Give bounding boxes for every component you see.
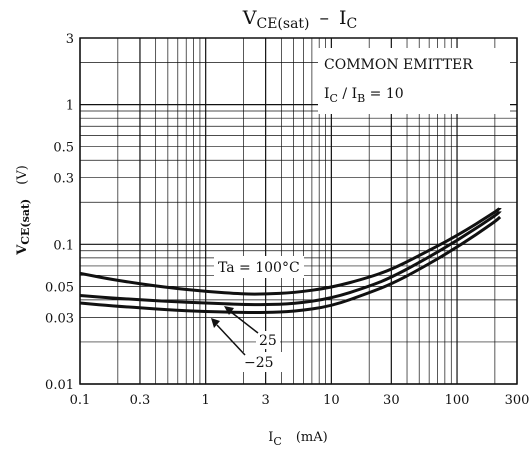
chart-title: VCE(sat) – IC [242, 7, 357, 32]
ta100-label-bg [214, 256, 304, 278]
y-tick-label: 0.5 [53, 141, 74, 156]
legend-box [318, 48, 510, 114]
x-tick-label: 30 [383, 393, 400, 408]
series-line-1 [79, 210, 502, 307]
tam25-label-bg [242, 352, 286, 372]
y-tick-label: 0.03 [45, 311, 74, 326]
x-tick-label: 3 [262, 393, 270, 408]
ta25-label-bg [256, 331, 280, 349]
y-tick-label: 1 [66, 99, 74, 114]
curves [79, 206, 502, 315]
x-tick-label: 10 [323, 393, 340, 408]
x-tick-label: 300 [505, 393, 530, 408]
label-ta-25: 25 [259, 333, 277, 349]
x-tick-label: 0.3 [130, 393, 151, 408]
label-ta-minus-25: −25 [244, 355, 274, 371]
x-tick-labels: 0.1 0.3 1 3 10 30 100 300 [70, 393, 530, 408]
arrow-25 [230, 311, 259, 334]
y-tick-label: 0.1 [53, 238, 74, 253]
series-line-0 [79, 206, 502, 296]
x-tick-label: 100 [445, 393, 470, 408]
x-tick-label: 0.1 [70, 393, 91, 408]
arrow-minus-25 [216, 324, 246, 356]
y-tick-label: 3 [66, 32, 74, 47]
annotation-ic-ib-ratio: IC / IB = 10 [324, 86, 404, 105]
arrow-minus-25-head [211, 318, 220, 328]
arrow-25-head [224, 306, 234, 315]
x-tick-label: 1 [202, 393, 210, 408]
plot-frame [79, 37, 518, 385]
series-line-2 [79, 215, 502, 315]
x-axis-label: IC (mA) [268, 430, 327, 448]
y-tick-label: 0.3 [53, 172, 74, 187]
y-tick-label: 0.01 [45, 378, 74, 393]
annotation-common-emitter: COMMON EMITTER [324, 57, 473, 73]
label-ta-100: Ta = 100°C [218, 260, 300, 276]
y-tick-label: 0.05 [45, 280, 74, 295]
y-tick-labels: 0.01 0.03 0.05 0.1 0.3 0.5 1 3 [45, 32, 74, 393]
y-axis-label: VCE(sat)(V) [15, 165, 32, 256]
